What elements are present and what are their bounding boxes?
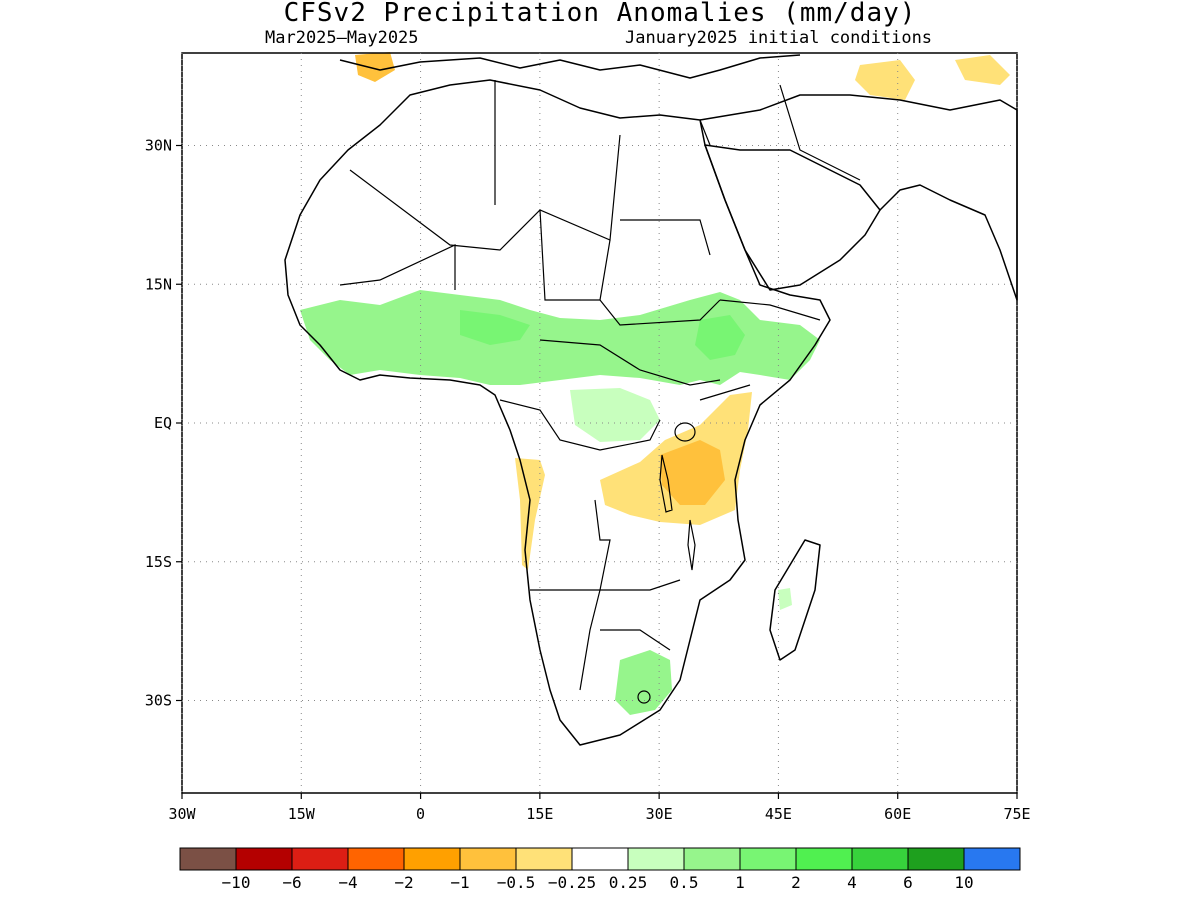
colorbar-label: 0.25	[609, 873, 648, 892]
colorbar-label: −0.5	[497, 873, 536, 892]
central-africa-wet	[570, 388, 660, 442]
lat-tick-label: EQ	[154, 414, 172, 432]
colorbar-swatch	[907, 847, 965, 871]
colorbar-label: −0.25	[548, 873, 596, 892]
angola-coast-dry	[515, 458, 545, 570]
border-line	[539, 209, 611, 301]
lon-tick-label: 75E	[1003, 805, 1030, 823]
iran-dry	[855, 60, 915, 100]
border-line	[779, 84, 861, 181]
border-line	[699, 119, 711, 146]
colorbar-label: 0.5	[670, 873, 699, 892]
axis-ticks: 30N 15N EQ 15S 30S 30W 15W 0 15E 30E 45E 60E 75E	[145, 137, 1031, 824]
colorbar-swatch	[179, 847, 237, 871]
colorbar-label: 2	[791, 873, 801, 892]
africa-coastline	[284, 79, 831, 746]
pakistan-dry	[955, 55, 1010, 85]
colorbar-swatch	[683, 847, 741, 871]
initial-conditions-label: January2025 initial conditions	[625, 28, 933, 48]
colorbar-label: 6	[903, 873, 913, 892]
madagascar-coastline	[769, 539, 821, 661]
colorbar-label: −2	[394, 873, 413, 892]
colorbar-label: 1	[735, 873, 745, 892]
lon-tick-label: 0	[416, 805, 425, 823]
border-line	[699, 384, 751, 401]
colorbar-swatch	[627, 847, 685, 871]
lon-tick-label: 30W	[168, 805, 196, 823]
border-line	[599, 299, 721, 326]
border-line	[620, 219, 711, 256]
colorbar-label: −4	[338, 873, 357, 892]
chart-title: CFSv2 Precipitation Anomalies (mm/day)	[283, 0, 917, 28]
europe-coastline	[339, 54, 801, 79]
colorbar-swatch	[795, 847, 853, 871]
country-borders	[339, 80, 861, 691]
ethiopia-wet-core	[695, 315, 745, 360]
lon-tick-label: 60E	[884, 805, 911, 823]
border-line	[719, 299, 821, 321]
lon-tick-label: 30E	[646, 805, 673, 823]
colorbar-label: 4	[847, 873, 857, 892]
north-africa-dry	[355, 52, 395, 82]
lat-tick-label: 30S	[145, 692, 172, 710]
sahel-wet-anomaly	[300, 290, 820, 385]
border-line	[339, 244, 456, 290]
colorbar-swatch	[963, 847, 1021, 871]
lake-tanganyika	[659, 454, 673, 513]
border-line	[530, 589, 601, 691]
south-africa-wet	[615, 650, 672, 715]
anomaly-shading	[300, 52, 1010, 715]
colorbar-swatch	[571, 847, 629, 871]
colorbar-swatch	[739, 847, 797, 871]
border-line	[594, 499, 681, 591]
lat-tick-label: 30N	[145, 137, 172, 155]
colorbar: −10 −6 −4 −2 −1 −0.5 −0.25 0.25 0.5 1 2 4 6 10	[179, 847, 1021, 892]
border-line	[600, 629, 671, 651]
lat-tick-label: 15S	[145, 553, 172, 571]
border-line	[499, 399, 661, 451]
border-line	[349, 134, 621, 251]
season-label: Mar2025—May2025	[265, 28, 419, 48]
colorbar-label: −10	[222, 873, 251, 892]
colorbar-label: 10	[954, 873, 973, 892]
colorbar-swatch	[235, 847, 293, 871]
border-line	[539, 339, 721, 386]
colorbar-label: −1	[450, 873, 469, 892]
east-africa-dry-core	[660, 440, 725, 505]
colorbar-swatch	[515, 847, 573, 871]
lake-victoria	[674, 422, 696, 442]
colorbar-swatch	[851, 847, 909, 871]
arabian-peninsula-coastline	[704, 144, 881, 291]
colorbar-swatch	[291, 847, 349, 871]
lon-tick-label: 45E	[765, 805, 792, 823]
colorbar-swatch	[459, 847, 517, 871]
middle-east-coastline	[699, 94, 1018, 301]
sahel-wet-core	[460, 310, 530, 345]
colorbar-label: −6	[282, 873, 301, 892]
coastlines	[284, 54, 1018, 746]
lon-tick-label: 15W	[288, 805, 316, 823]
lake-malawi	[687, 519, 696, 571]
lon-tick-label: 15E	[526, 805, 553, 823]
lakes	[637, 422, 696, 704]
madagascar-wet	[778, 588, 792, 610]
lat-tick-label: 15N	[145, 275, 172, 293]
colorbar-swatch	[403, 847, 461, 871]
lake-kariba	[637, 690, 651, 704]
colorbar-swatch	[347, 847, 405, 871]
